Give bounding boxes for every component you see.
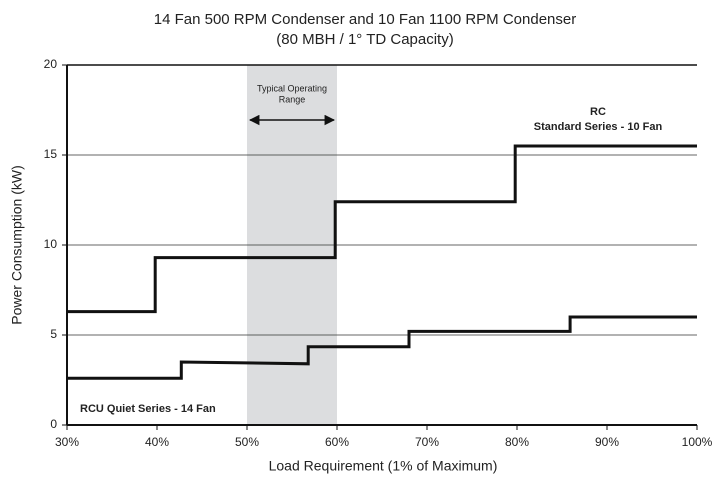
x-tick-label: 90% [595,435,619,449]
x-axis-title: Load Requirement (1% of Maximum) [269,458,498,474]
series-line [67,315,697,380]
x-tick-label: 70% [415,435,439,449]
series-label: Standard Series - 10 Fan [534,121,663,133]
x-tick-label: 60% [325,435,349,449]
y-tick-label: 5 [50,327,57,341]
y-axis-title: Power Consumption (kW) [9,165,25,325]
range-label: Typical Operating [257,83,327,93]
y-tick-label: 0 [50,417,57,431]
x-tick-label: 100% [682,435,713,449]
series-label: RCU Quiet Series - 14 Fan [80,403,216,415]
x-tick-label: 80% [505,435,529,449]
chart-title: (80 MBH / 1° TD Capacity) [276,31,453,48]
range-label: Range [279,94,306,104]
x-tick-label: 30% [55,435,79,449]
chart-title: 14 Fan 500 RPM Condenser and 10 Fan 1100… [154,11,576,28]
x-tick-label: 40% [145,435,169,449]
series-label: RC [590,106,606,118]
y-tick-label: 10 [44,237,58,251]
y-tick-label: 20 [44,57,58,71]
y-tick-label: 15 [44,147,58,161]
x-tick-label: 50% [235,435,259,449]
series-line [67,144,697,314]
